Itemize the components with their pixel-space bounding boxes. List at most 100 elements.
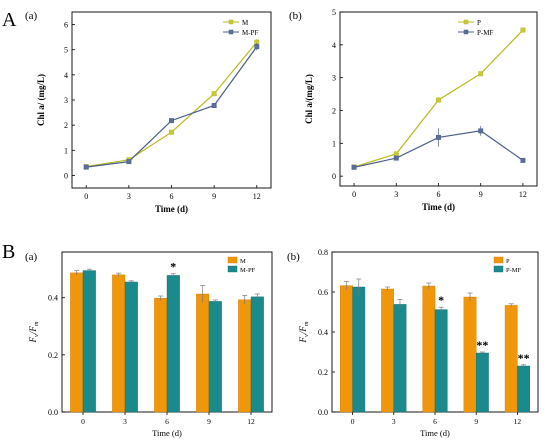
data-point <box>351 164 357 170</box>
y-tick-label: 2 <box>332 106 336 115</box>
bar <box>70 272 84 413</box>
data-point <box>169 129 174 135</box>
y-axis-label: Fv/Fm <box>298 321 310 343</box>
x-tick-label: 12 <box>514 417 522 426</box>
y-tick-label: 0.0 <box>318 408 328 417</box>
x-tick-label: 6 <box>437 190 441 199</box>
plot-frame <box>71 11 272 189</box>
y-axis-label: Chl a/(mg/L) <box>304 74 314 124</box>
bar <box>238 299 252 413</box>
y-tick-label: 0.4 <box>48 294 58 303</box>
legend-label: P-MF <box>477 29 493 37</box>
x-axis-label: Time (d) <box>420 428 450 438</box>
legend-swatch <box>227 256 238 264</box>
y-tick-label: 0.6 <box>318 288 328 297</box>
bar-chart-a: (a) 0.0 0.2 0.4 0 3 6 9 12 * M M-PF Time (d) Fv/Fm <box>25 251 273 438</box>
data-point <box>254 44 260 50</box>
legend-swatch <box>493 265 504 273</box>
y-tick-label: 0.4 <box>318 328 328 337</box>
y-tick-label: 1 <box>64 146 68 155</box>
y-tick-label: 5 <box>332 8 336 17</box>
legend-label: M-PF <box>240 267 256 274</box>
x-tick-label: 6 <box>165 417 169 426</box>
x-tick-label: 3 <box>123 417 127 426</box>
bar <box>340 285 353 413</box>
panel-label: (b) <box>287 251 300 263</box>
bar <box>154 298 168 413</box>
x-tick-label: 6 <box>170 192 174 201</box>
bar <box>112 274 126 413</box>
bar <box>422 285 436 413</box>
y-tick-label: 0.8 <box>318 248 328 257</box>
bar <box>208 301 222 413</box>
y-tick-label: 0 <box>64 171 68 180</box>
legend-marker <box>463 19 469 25</box>
bar <box>434 309 448 413</box>
x-tick-label: 3 <box>127 192 131 201</box>
y-tick-label: 0.0 <box>48 408 58 417</box>
legend-marker <box>228 19 234 25</box>
y-tick-label: 0.2 <box>48 351 58 360</box>
data-point <box>393 151 399 157</box>
x-axis-label: Time (d) <box>152 428 182 438</box>
x-tick-label: 9 <box>479 190 483 199</box>
y-axis-label: Chl a/ (mg/L) <box>36 74 46 126</box>
bar <box>463 296 477 413</box>
data-point <box>520 157 526 163</box>
y-tick-label: 5 <box>64 46 68 55</box>
legend-label: P <box>477 19 481 27</box>
x-axis-label: Time (d) <box>422 202 455 212</box>
x-tick-label: 6 <box>433 417 437 426</box>
y-tick-label: 3 <box>332 74 336 83</box>
series-line <box>86 41 258 168</box>
x-tick-label: 3 <box>392 417 396 426</box>
data-point <box>436 97 441 103</box>
y-tick-label: 2 <box>64 121 68 130</box>
data-point <box>211 103 217 108</box>
x-tick-label: 3 <box>394 190 398 199</box>
y-tick-label: 4 <box>332 41 336 50</box>
legend-marker <box>228 29 234 35</box>
y-tick-label: 0 <box>332 172 336 181</box>
x-tick-label: 12 <box>247 417 255 426</box>
section-label-a: A <box>2 9 17 31</box>
y-axis-label: Fv/Fm <box>28 321 40 343</box>
x-tick-label: 0 <box>81 417 85 426</box>
significance-mark: * <box>170 260 176 274</box>
significance-mark: ** <box>518 351 530 365</box>
data-point <box>478 71 484 77</box>
data-point <box>393 155 399 161</box>
legend-swatch <box>493 256 504 264</box>
x-tick-label: 12 <box>519 190 527 199</box>
y-tick-label: 6 <box>64 21 68 30</box>
bar <box>166 275 180 413</box>
x-tick-label: 0 <box>351 417 355 426</box>
panel-label: (b) <box>289 10 302 22</box>
legend-marker <box>463 29 469 35</box>
legend-swatch <box>227 265 238 273</box>
data-point <box>83 164 89 170</box>
x-axis-label: Time (d) <box>155 204 188 214</box>
data-point <box>169 118 174 124</box>
data-point <box>478 128 484 134</box>
data-point <box>211 91 217 97</box>
legend-label: P-MF <box>506 267 522 274</box>
y-tick-label: 1 <box>332 139 336 148</box>
bar <box>504 305 518 413</box>
x-tick-label: 9 <box>474 417 478 426</box>
x-tick-label: 0 <box>352 190 356 199</box>
x-tick-label: 9 <box>207 417 211 426</box>
panel-label: (a) <box>25 10 38 22</box>
y-tick-label: 3 <box>64 96 68 105</box>
y-tick-label: 0.2 <box>318 368 328 377</box>
legend-label: M-PF <box>242 29 258 37</box>
data-point <box>436 134 441 140</box>
x-tick-label: 0 <box>84 192 88 201</box>
data-point <box>520 27 526 33</box>
legend-label: P <box>506 258 510 265</box>
series-line <box>86 46 258 168</box>
significance-mark: ** <box>476 338 488 352</box>
